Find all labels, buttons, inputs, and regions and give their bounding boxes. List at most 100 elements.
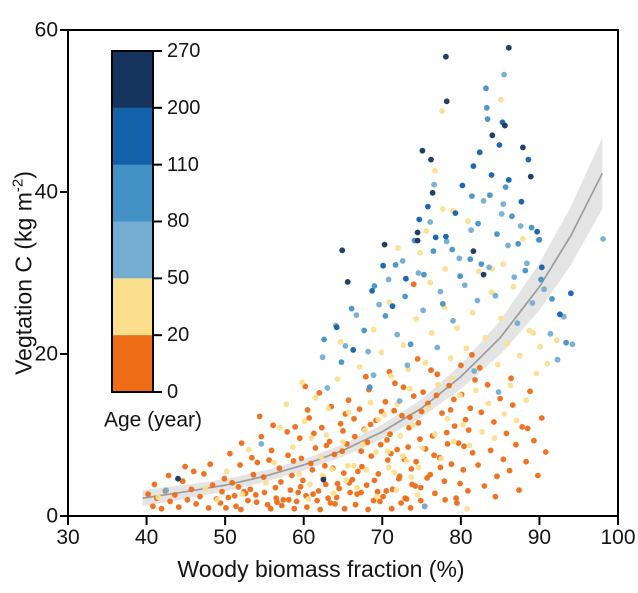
data-point <box>386 299 393 306</box>
data-point <box>273 495 280 502</box>
data-point <box>536 236 543 243</box>
data-point <box>395 245 401 251</box>
data-point <box>290 458 297 464</box>
data-point <box>299 379 305 386</box>
data-point <box>318 454 324 460</box>
data-point <box>431 181 437 188</box>
data-point <box>338 359 345 365</box>
data-point <box>475 462 481 468</box>
data-point <box>396 398 403 404</box>
data-point <box>334 376 341 382</box>
data-point <box>219 488 225 495</box>
data-point <box>362 427 368 433</box>
data-point <box>524 260 530 267</box>
data-point <box>439 410 445 416</box>
data-point <box>238 506 244 513</box>
data-point <box>322 481 329 488</box>
y-tick-label: 40 <box>34 180 58 204</box>
data-point <box>388 373 394 379</box>
data-point <box>416 216 423 223</box>
data-point <box>513 417 520 424</box>
data-point <box>337 420 344 427</box>
data-point <box>464 505 470 512</box>
data-point <box>431 452 437 459</box>
data-point <box>258 441 265 447</box>
data-point <box>175 504 182 510</box>
data-point <box>528 224 535 231</box>
data-point <box>461 282 468 288</box>
data-point <box>428 330 435 336</box>
data-point <box>520 144 526 151</box>
data-point <box>319 354 326 361</box>
data-point <box>505 242 511 249</box>
data-point <box>231 492 238 499</box>
data-point <box>525 156 532 163</box>
data-point <box>402 495 408 502</box>
data-point <box>341 505 348 512</box>
x-axis-title: Woody biomass fraction (%) <box>177 556 465 582</box>
data-point <box>420 307 426 314</box>
data-point <box>307 481 313 488</box>
colorbar-tick-label: 20 <box>167 324 190 346</box>
data-point <box>504 340 511 347</box>
data-point <box>515 240 522 247</box>
data-point <box>557 311 563 318</box>
data-point <box>453 495 459 502</box>
data-point <box>304 407 311 413</box>
data-point <box>569 341 576 348</box>
data-point <box>496 142 503 148</box>
data-point <box>516 487 522 493</box>
data-point <box>502 184 509 191</box>
data-point <box>554 356 561 363</box>
data-point <box>167 498 174 505</box>
colorbar-segment <box>112 51 153 109</box>
data-point <box>433 392 440 399</box>
data-point <box>432 431 438 438</box>
data-point <box>260 474 267 480</box>
data-point <box>513 441 519 448</box>
data-point <box>419 147 426 154</box>
colorbar-segment <box>112 164 153 222</box>
data-point <box>503 430 510 437</box>
data-point <box>308 435 315 442</box>
data-point <box>439 206 446 212</box>
data-point <box>382 398 389 405</box>
data-point <box>459 182 466 189</box>
data-point <box>291 505 298 512</box>
data-point <box>483 85 489 92</box>
data-point <box>370 497 377 504</box>
data-point <box>314 497 320 504</box>
data-point <box>229 479 236 486</box>
data-point <box>253 499 260 506</box>
data-point <box>296 435 303 442</box>
data-point <box>367 399 374 406</box>
confidence-band <box>142 137 603 507</box>
data-point <box>403 275 409 282</box>
data-point <box>389 303 396 310</box>
data-point <box>450 438 457 445</box>
data-point <box>394 331 401 338</box>
data-point <box>524 425 531 432</box>
data-point <box>432 234 439 241</box>
data-point <box>366 384 373 391</box>
data-point <box>488 172 495 178</box>
data-point <box>267 505 274 512</box>
data-point <box>418 408 425 415</box>
data-point <box>449 375 456 382</box>
data-point <box>494 473 500 480</box>
plot-border <box>67 29 619 517</box>
data-point <box>500 201 507 208</box>
data-point <box>505 177 512 183</box>
data-point <box>486 264 492 271</box>
data-point <box>439 300 446 307</box>
data-point <box>415 464 422 471</box>
data-point <box>340 428 346 434</box>
data-point <box>280 496 287 503</box>
data-point <box>365 506 371 513</box>
data-point <box>296 471 302 477</box>
data-point <box>381 411 388 418</box>
data-point <box>454 325 460 331</box>
data-point <box>469 309 476 316</box>
data-point <box>380 493 386 500</box>
x-tick-label: 70 <box>370 526 394 549</box>
